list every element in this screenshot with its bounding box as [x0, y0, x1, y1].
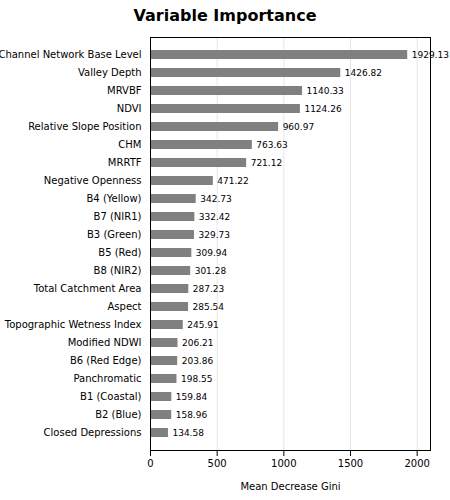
- svg-text:1124.26: 1124.26: [304, 104, 341, 114]
- svg-text:B8 (NIR2): B8 (NIR2): [94, 265, 142, 276]
- svg-text:960.97: 960.97: [283, 122, 315, 132]
- svg-text:B4 (Yellow): B4 (Yellow): [87, 193, 142, 204]
- svg-text:B7 (NIR1): B7 (NIR1): [94, 211, 142, 222]
- html-text:Variable Importance: Variable Importance: [133, 6, 317, 25]
- svg-text:Total Catchment Area: Total Catchment Area: [33, 283, 142, 294]
- svg-text:1000: 1000: [271, 458, 296, 469]
- svg-text:Closed Depressions: Closed Depressions: [44, 427, 142, 438]
- svg-text:158.96: 158.96: [176, 410, 208, 420]
- svg-text:MRRTF: MRRTF: [108, 157, 142, 168]
- svg-text:471.22: 471.22: [217, 176, 249, 186]
- svg-text:1500: 1500: [338, 458, 363, 469]
- svg-text:B2 (Blue): B2 (Blue): [95, 409, 141, 420]
- svg-text:B5 (Red): B5 (Red): [98, 247, 141, 258]
- svg-text:B1 (Coastal): B1 (Coastal): [80, 391, 142, 402]
- svg-text:2000: 2000: [404, 458, 429, 469]
- svg-text:Negative Openness: Negative Openness: [44, 175, 142, 186]
- svg-text:500: 500: [208, 458, 227, 469]
- svg-text:309.94: 309.94: [196, 248, 228, 258]
- svg-text:342.73: 342.73: [200, 194, 232, 204]
- svg-text:329.73: 329.73: [198, 230, 230, 240]
- svg-text:0: 0: [147, 458, 153, 469]
- svg-text:Relative Slope Position: Relative Slope Position: [28, 121, 141, 132]
- svg-text:Modified NDWI: Modified NDWI: [68, 337, 142, 348]
- svg-text:287.23: 287.23: [193, 284, 225, 294]
- svg-text:Panchromatic: Panchromatic: [74, 373, 142, 384]
- svg-text:206.21: 206.21: [182, 338, 214, 348]
- svg-text:Aspect: Aspect: [108, 301, 142, 312]
- svg-text:332.42: 332.42: [199, 212, 231, 222]
- svg-text:285.54: 285.54: [193, 302, 225, 312]
- svg-text:721.12: 721.12: [251, 158, 283, 168]
- svg-text:198.55: 198.55: [181, 374, 213, 384]
- svg-text:203.86: 203.86: [182, 356, 214, 366]
- svg-text:Mean Decrease Gini: Mean Decrease Gini: [240, 481, 340, 492]
- svg-text:NDVI: NDVI: [117, 103, 142, 114]
- svg-text:159.84: 159.84: [176, 392, 208, 402]
- svg-text:Topographic Wetness Index: Topographic Wetness Index: [4, 319, 142, 330]
- svg-text:134.58: 134.58: [172, 428, 204, 438]
- svg-text:B3 (Green): B3 (Green): [87, 229, 142, 240]
- svg-text:1140.33: 1140.33: [307, 86, 344, 96]
- svg-text:1929.13: 1929.13: [411, 49, 449, 60]
- svg-text:MRVBF: MRVBF: [107, 85, 142, 96]
- svg-text:245.91: 245.91: [187, 320, 219, 330]
- svg-text:B6 (Red Edge): B6 (Red Edge): [70, 355, 142, 366]
- svg-text:763.63: 763.63: [256, 140, 288, 150]
- svg-text:CHM: CHM: [118, 139, 141, 150]
- svg-text:Channel Network Base Level: Channel Network Base Level: [0, 49, 142, 60]
- svg-text:301.28: 301.28: [195, 266, 227, 276]
- svg-text:Valley Depth: Valley Depth: [78, 67, 141, 78]
- svg-text:1426.82: 1426.82: [345, 68, 382, 78]
